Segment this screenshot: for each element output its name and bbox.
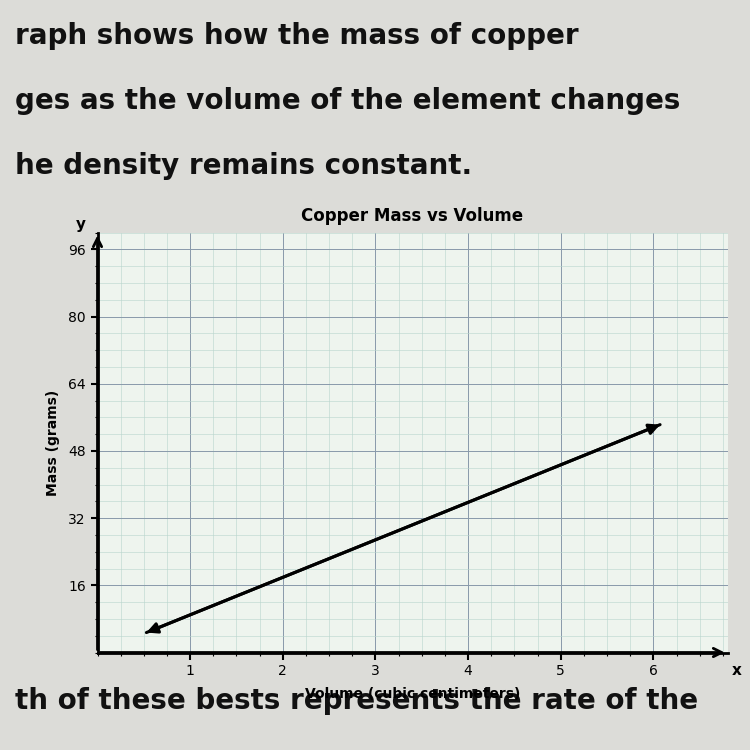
Title: Copper Mass vs Volume: Copper Mass vs Volume <box>302 208 524 226</box>
Text: raph shows how the mass of copper: raph shows how the mass of copper <box>15 22 579 50</box>
Text: th of these bests represents the rate of the: th of these bests represents the rate of… <box>15 687 698 716</box>
Text: x: x <box>732 663 742 678</box>
Y-axis label: Mass (grams): Mass (grams) <box>46 389 59 496</box>
Text: ges as the volume of the element changes: ges as the volume of the element changes <box>15 87 680 116</box>
X-axis label: Volume (cubic centimeters): Volume (cubic centimeters) <box>304 687 520 700</box>
Text: he density remains constant.: he density remains constant. <box>15 152 472 180</box>
Text: y: y <box>76 217 86 232</box>
